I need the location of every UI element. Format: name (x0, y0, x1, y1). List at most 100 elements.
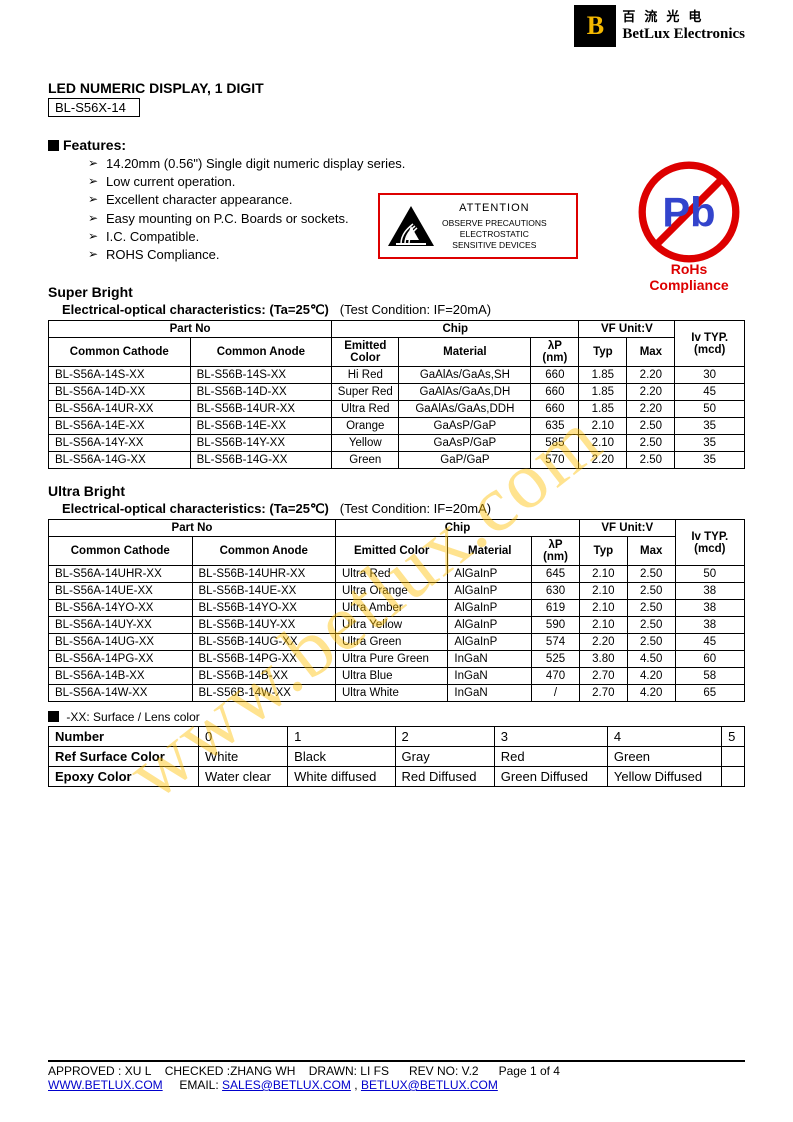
table-cell: 60 (675, 651, 744, 668)
table-cell: Ultra Green (336, 634, 448, 651)
table-cell: BL-S56B-14UE-XX (192, 583, 336, 600)
table-cell: 645 (532, 566, 580, 583)
brand-logo-letter: B (587, 11, 604, 41)
table-cell: 2.20 (579, 634, 627, 651)
table-row: BL-S56A-14G-XXBL-S56B-14G-XXGreenGaP/GaP… (49, 452, 745, 469)
th-chip-ub: Chip (336, 520, 580, 537)
esd-line2: ELECTROSTATIC (442, 229, 547, 240)
table-cell: 2.10 (579, 566, 627, 583)
table-cell: Green (332, 452, 399, 469)
table-cell: BL-S56A-14YO-XX (49, 600, 193, 617)
table-cell: Ultra Orange (336, 583, 448, 600)
table-row: BL-S56A-14E-XXBL-S56B-14E-XXOrangeGaAsP/… (49, 418, 745, 435)
table-cell: 2.10 (579, 617, 627, 634)
th-iv-ub: Iv TYP.(mcd) (675, 520, 744, 566)
table-cell: Black (288, 747, 395, 767)
table-cell: AlGaInP (448, 600, 532, 617)
table-cell: 35 (675, 435, 745, 452)
esd-attention: ATTENTION (442, 201, 547, 215)
table-cell: BL-S56B-14G-XX (190, 452, 332, 469)
footer-page: Page 1 of 4 (499, 1064, 560, 1078)
table-cell: BL-S56B-14UY-XX (192, 617, 336, 634)
table-cell: 45 (675, 634, 744, 651)
table-cell: Ultra Red (336, 566, 448, 583)
th-emitted-ub: Emitted Color (336, 537, 448, 566)
table-cell: Ultra White (336, 685, 448, 702)
th-lambda-ub: λP (nm) (532, 537, 580, 566)
table-cell: Ultra Red (332, 401, 399, 418)
footer-email1-link[interactable]: SALES@BETLUX.COM (222, 1078, 351, 1092)
footer-rev: REV NO: V.2 (409, 1064, 479, 1078)
document-title: LED NUMERIC DISPLAY, 1 DIGIT (48, 80, 745, 96)
brand-text: 百流光电 BetLux Electronics (622, 9, 745, 44)
th-iv: Iv TYP.(mcd) (675, 321, 745, 367)
table-cell: 630 (532, 583, 580, 600)
table-cell: BL-S56A-14B-XX (49, 668, 193, 685)
table-cell: BL-S56A-14UR-XX (49, 401, 191, 418)
th-ca: Common Anode (190, 338, 332, 367)
table-cell: BL-S56B-14UHR-XX (192, 566, 336, 583)
table-cell: 2.50 (627, 583, 675, 600)
table-cell: 38 (675, 583, 744, 600)
th-typ-ub: Typ (579, 537, 627, 566)
table-cell: 2 (395, 727, 494, 747)
table-cell: 574 (532, 634, 580, 651)
th-cc: Common Cathode (49, 338, 191, 367)
table-cell: 35 (675, 452, 745, 469)
table-cell: Ultra Pure Green (336, 651, 448, 668)
table-cell: 35 (675, 418, 745, 435)
table-cell: 65 (675, 685, 744, 702)
table-cell: Super Red (332, 384, 399, 401)
table-cell: 2.50 (627, 634, 675, 651)
table-cell: AlGaInP (448, 617, 532, 634)
ultra-bright-table: Part No Chip VF Unit:V Iv TYP.(mcd) Comm… (48, 519, 745, 702)
part-number: BL-S56X-14 (48, 98, 140, 117)
svg-text:Pb: Pb (662, 189, 715, 236)
table-cell: 2.50 (627, 566, 675, 583)
brand-logo: B (574, 5, 616, 47)
table-row: BL-S56A-14YO-XXBL-S56B-14YO-XXUltra Ambe… (49, 600, 745, 617)
table-cell: BL-S56B-14S-XX (190, 367, 332, 384)
features-heading: Features: (48, 137, 745, 153)
table-row: Epoxy ColorWater clearWhite diffusedRed … (49, 767, 745, 787)
table-cell: 2.10 (579, 583, 627, 600)
table-cell: GaAlAs/GaAs,DH (399, 384, 531, 401)
th-max: Max (627, 338, 675, 367)
table-cell: BL-S56A-14UG-XX (49, 634, 193, 651)
table-cell: Yellow Diffused (607, 767, 721, 787)
table-cell: 2.10 (579, 435, 627, 452)
table-cell: 2.20 (627, 384, 675, 401)
table-cell (722, 767, 745, 787)
th-partno: Part No (49, 321, 332, 338)
table-cell: 38 (675, 617, 744, 634)
th-material-ub: Material (448, 537, 532, 566)
table-cell: BL-S56B-14PG-XX (192, 651, 336, 668)
sb-caption-text: Electrical-optical characteristics: (Ta=… (62, 302, 329, 317)
table-cell: BL-S56B-14D-XX (190, 384, 332, 401)
table-cell: 660 (531, 401, 579, 418)
table-row: BL-S56A-14PG-XXBL-S56B-14PG-XXUltra Pure… (49, 651, 745, 668)
table-cell: 3.80 (579, 651, 627, 668)
table-cell: 4.50 (627, 651, 675, 668)
table-cell: 2.10 (579, 600, 627, 617)
table-cell: Gray (395, 747, 494, 767)
lens-heading-text: -XX: Surface / Lens color (66, 710, 199, 724)
footer-website-link[interactable]: WWW.BETLUX.COM (48, 1078, 163, 1092)
table-cell: GaAsP/GaP (399, 418, 531, 435)
table-cell: 30 (675, 367, 745, 384)
table-cell: GaAlAs/GaAs,SH (399, 367, 531, 384)
table-row: BL-S56A-14W-XXBL-S56B-14W-XXUltra WhiteI… (49, 685, 745, 702)
table-cell: 2.50 (627, 452, 675, 469)
super-bright-table: Part No Chip VF Unit:V Iv TYP.(mcd) Comm… (48, 320, 745, 469)
table-cell: 3 (494, 727, 607, 747)
footer-checked: CHECKED :ZHANG WH (165, 1064, 296, 1078)
table-cell: 0 (199, 727, 288, 747)
footer-email2-link[interactable]: BETLUX@BETLUX.COM (361, 1078, 498, 1092)
table-cell: White diffused (288, 767, 395, 787)
table-cell: 525 (532, 651, 580, 668)
table-cell: BL-S56A-14E-XX (49, 418, 191, 435)
th-vf-ub: VF Unit:V (579, 520, 675, 537)
table-cell: 38 (675, 600, 744, 617)
table-cell: 4 (607, 727, 721, 747)
table-cell: BL-S56B-14YO-XX (192, 600, 336, 617)
